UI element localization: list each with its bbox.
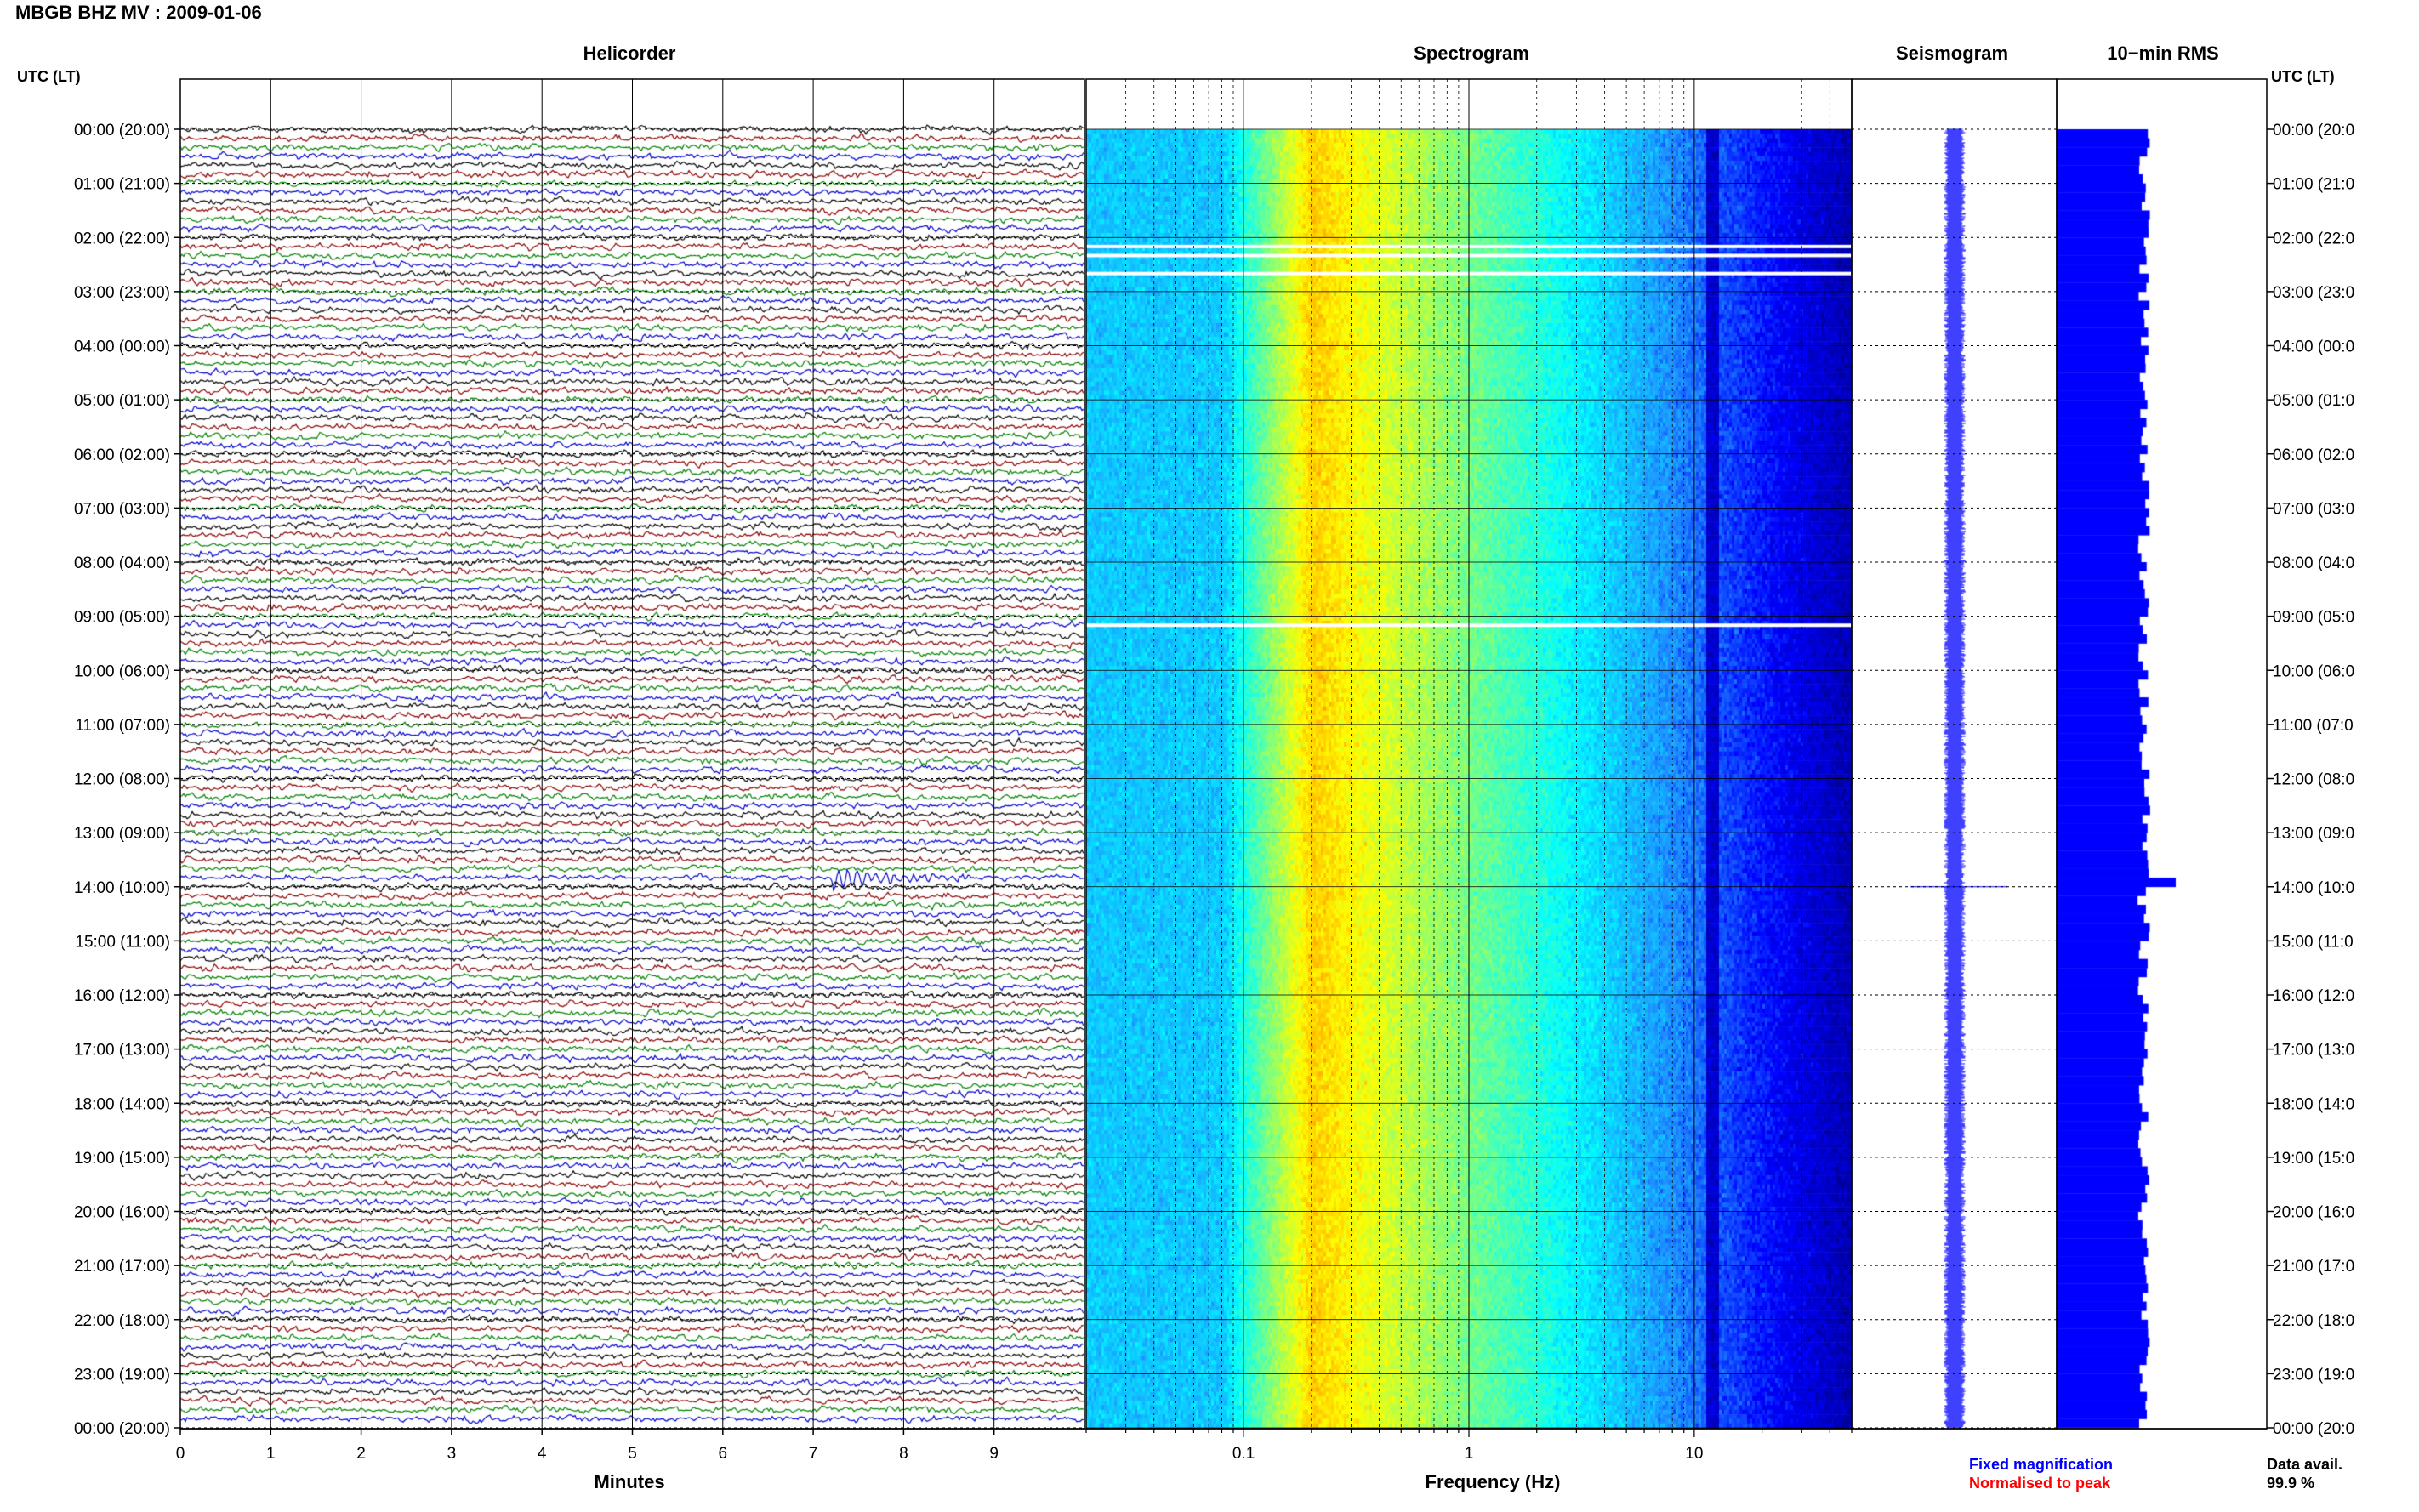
y-tick-label-left: 17:00 (13:00) bbox=[74, 1042, 170, 1060]
time-axis-label-right: UTC (LT) bbox=[2271, 68, 2335, 85]
y-tick-label-right: 04:00 (00:0 bbox=[2273, 338, 2354, 356]
x-tick-label-minutes: 4 bbox=[538, 1445, 547, 1463]
y-tick-label-left: 00:00 (20:00) bbox=[74, 122, 170, 139]
x-tick-label-minutes: 1 bbox=[266, 1445, 276, 1463]
y-tick-label-left: 03:00 (23:00) bbox=[74, 284, 170, 302]
y-tick-label-right: 06:00 (02:0 bbox=[2273, 446, 2354, 464]
y-tick-label-right: 12:00 (08:0 bbox=[2273, 771, 2354, 789]
y-tick-label-left: 13:00 (09:00) bbox=[74, 825, 170, 843]
y-tick-label-left: 20:00 (16:00) bbox=[74, 1204, 170, 1222]
x-tick-label-minutes: 8 bbox=[899, 1445, 908, 1463]
y-tick-label-left: 22:00 (18:00) bbox=[74, 1312, 170, 1330]
y-tick-label-left: 11:00 (07:00) bbox=[75, 717, 170, 735]
x-tick-label-minutes: 9 bbox=[989, 1445, 999, 1463]
y-tick-label-right: 02:00 (22:0 bbox=[2273, 230, 2354, 247]
legend-fixed-magnification: Fixed magnification bbox=[1969, 1456, 2114, 1473]
y-tick-label-right: 10:00 (06:0 bbox=[2273, 662, 2354, 680]
y-tick-label-right: 00:00 (20:0 bbox=[2273, 1420, 2354, 1438]
y-tick-label-left: 01:00 (21:00) bbox=[74, 176, 170, 194]
y-tick-label-right: 20:00 (16:0 bbox=[2273, 1204, 2354, 1222]
y-tick-label-right: 03:00 (23:0 bbox=[2273, 284, 2354, 302]
y-tick-label-right: 23:00 (19:0 bbox=[2273, 1366, 2354, 1384]
panel-frame-3 bbox=[2056, 78, 2268, 1430]
y-tick-label-left: 09:00 (05:00) bbox=[74, 609, 170, 627]
x-tick-label-frequency: 10 bbox=[1685, 1445, 1703, 1463]
rms-header: 10−min RMS bbox=[2107, 43, 2219, 64]
y-tick-label-left: 21:00 (17:00) bbox=[74, 1258, 170, 1276]
y-tick-label-left: 07:00 (03:00) bbox=[74, 500, 170, 518]
y-tick-label-right: 19:00 (15:0 bbox=[2273, 1150, 2354, 1168]
y-tick-label-left: 05:00 (01:00) bbox=[74, 392, 170, 410]
x-tick-label-minutes: 0 bbox=[176, 1445, 185, 1463]
y-tick-label-right: 18:00 (14:0 bbox=[2273, 1095, 2354, 1113]
y-tick-label-right: 01:00 (21:0 bbox=[2273, 176, 2354, 194]
y-tick-label-left: 15:00 (11:00) bbox=[75, 933, 170, 951]
y-tick-label-left: 23:00 (19:00) bbox=[74, 1366, 170, 1384]
x-tick-label-minutes: 3 bbox=[447, 1445, 457, 1463]
x-tick-label-minutes: 2 bbox=[356, 1445, 366, 1463]
y-tick-label-right: 15:00 (11:0 bbox=[2273, 933, 2354, 951]
y-tick-label-right: 05:00 (01:0 bbox=[2273, 392, 2354, 410]
x-tick-label-minutes: 5 bbox=[628, 1445, 637, 1463]
y-tick-label-left: 04:00 (00:00) bbox=[74, 338, 170, 356]
y-tick-label-right: 09:00 (05:0 bbox=[2273, 609, 2354, 627]
y-tick-label-right: 16:00 (12:0 bbox=[2273, 987, 2354, 1005]
y-tick-label-right: 17:00 (13:0 bbox=[2273, 1042, 2354, 1060]
y-tick-label-left: 08:00 (04:00) bbox=[74, 554, 170, 572]
legend-normalised-to-peak: Normalised to peak bbox=[1969, 1475, 2111, 1492]
spectrogram-x-label: Frequency (Hz) bbox=[1425, 1471, 1561, 1492]
y-tick-label-left: 14:00 (10:00) bbox=[74, 879, 170, 897]
y-tick-label-left: 02:00 (22:00) bbox=[74, 230, 170, 247]
y-tick-label-left: 06:00 (02:00) bbox=[74, 446, 170, 464]
panel-frame-2 bbox=[1851, 78, 2058, 1430]
helicorder-x-label: Minutes bbox=[594, 1471, 665, 1492]
y-tick-label-right: 14:00 (10:0 bbox=[2273, 879, 2354, 897]
y-tick-label-right: 07:00 (03:0 bbox=[2273, 500, 2354, 518]
x-tick-label-minutes: 6 bbox=[719, 1445, 728, 1463]
x-tick-label-minutes: 7 bbox=[809, 1445, 818, 1463]
x-tick-label-frequency: 0.1 bbox=[1232, 1445, 1255, 1463]
y-tick-label-left: 19:00 (15:00) bbox=[74, 1150, 170, 1168]
seismogram-header: Seismogram bbox=[1895, 43, 2009, 64]
y-tick-label-right: 00:00 (20:0 bbox=[2273, 122, 2354, 139]
data-availability-value: 99.9 % bbox=[2267, 1475, 2315, 1492]
data-availability-label: Data avail. bbox=[2267, 1456, 2343, 1473]
y-tick-label-left: 00:00 (20:00) bbox=[74, 1420, 170, 1438]
y-tick-label-right: 11:00 (07:0 bbox=[2273, 717, 2354, 735]
y-tick-label-right: 13:00 (09:0 bbox=[2273, 825, 2354, 843]
y-tick-label-left: 10:00 (06:00) bbox=[74, 662, 170, 680]
x-tick-label-frequency: 1 bbox=[1465, 1445, 1474, 1463]
helicorder-header: Helicorder bbox=[583, 43, 676, 64]
y-tick-label-left: 18:00 (14:00) bbox=[74, 1095, 170, 1113]
y-tick-label-right: 21:00 (17:0 bbox=[2273, 1258, 2354, 1276]
figure-title: MBGB BHZ MV : 2009-01-06 bbox=[15, 2, 262, 23]
y-tick-label-right: 22:00 (18:0 bbox=[2273, 1312, 2354, 1330]
y-tick-label-left: 16:00 (12:00) bbox=[74, 987, 170, 1005]
y-tick-label-left: 12:00 (08:00) bbox=[74, 771, 170, 789]
spectrogram-header: Spectrogram bbox=[1414, 43, 1529, 64]
time-axis-label-left: UTC (LT) bbox=[17, 68, 81, 85]
y-tick-label-right: 08:00 (04:0 bbox=[2273, 554, 2354, 572]
